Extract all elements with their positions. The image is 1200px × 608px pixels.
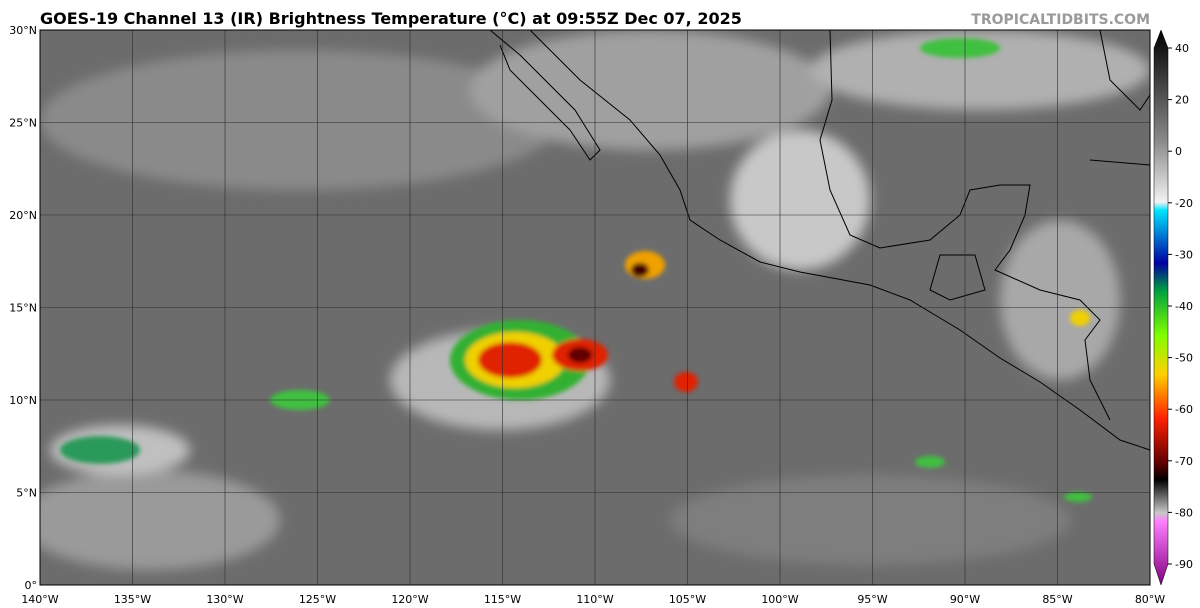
graticule <box>40 30 1150 585</box>
lon-label: 135°W <box>114 593 151 606</box>
lon-label: 125°W <box>299 593 336 606</box>
colorbar <box>1153 29 1169 586</box>
title: GOES-19 Channel 13 (IR) Brightness Tempe… <box>40 9 742 28</box>
colorbar-label: -60 <box>1175 403 1193 416</box>
lat-label: 0° <box>25 579 38 592</box>
lon-label: 90°W <box>950 593 980 606</box>
colorbar-label: -70 <box>1175 455 1193 468</box>
colorbar-label: -40 <box>1175 300 1193 313</box>
lon-label: 95°W <box>857 593 887 606</box>
colorbar-label: -90 <box>1175 558 1193 571</box>
colorbar-label: 40 <box>1175 42 1189 55</box>
lon-label: 110°W <box>576 593 613 606</box>
lat-label: 5°N <box>16 487 37 500</box>
colorbar-label: 20 <box>1175 94 1189 107</box>
colorbar-label: -20 <box>1175 197 1193 210</box>
axis-labels: 0° 5°N 10°N 15°N 20°N 25°N 30°N 140°W 135°W 130°W… <box>9 24 1193 606</box>
lon-label: 80°W <box>1135 593 1165 606</box>
colorbar-label: -50 <box>1175 352 1193 365</box>
colorbar-label: -30 <box>1175 248 1193 261</box>
map-imagery <box>40 30 1150 585</box>
lon-label: 105°W <box>669 593 706 606</box>
lat-label: 20°N <box>9 209 37 222</box>
convection <box>60 38 1092 502</box>
colorbar-label: -80 <box>1175 506 1193 519</box>
watermark: TROPICALTIDBITS.COM <box>971 12 1150 28</box>
lat-label: 15°N <box>9 302 37 315</box>
lon-label: 120°W <box>391 593 428 606</box>
lat-label: 30°N <box>9 24 37 37</box>
coastlines <box>489 30 1150 451</box>
lat-label: 10°N <box>9 394 37 407</box>
lon-label: 100°W <box>761 593 798 606</box>
lat-label: 25°N <box>9 117 37 130</box>
colorbar-label: 0 <box>1175 145 1182 158</box>
lon-label: 115°W <box>484 593 521 606</box>
lon-label: 85°W <box>1042 593 1072 606</box>
lon-label: 140°W <box>21 593 58 606</box>
map-frame <box>39 29 1151 586</box>
lon-label: 130°W <box>206 593 243 606</box>
